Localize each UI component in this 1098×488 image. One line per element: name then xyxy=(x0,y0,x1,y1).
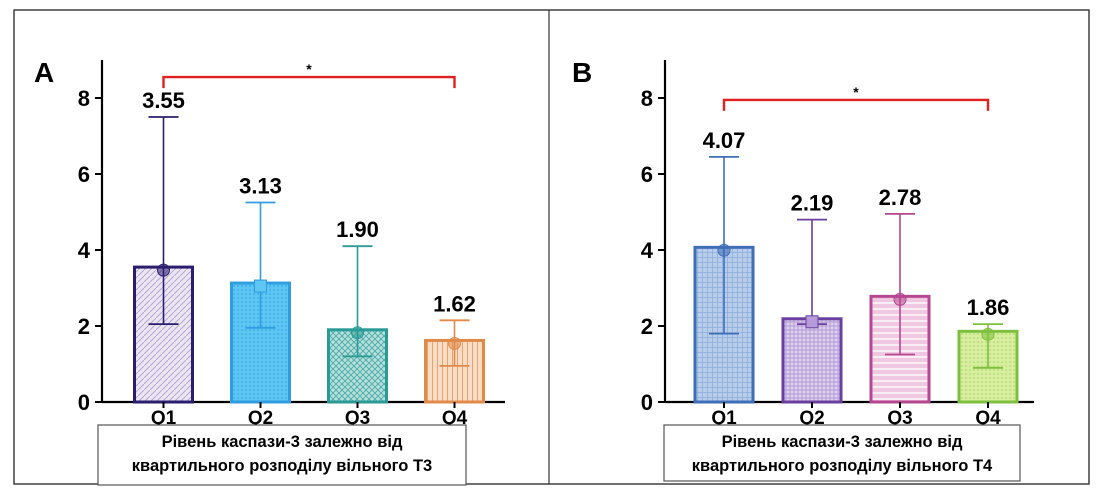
x-tick-label-q3: Q3 xyxy=(345,408,370,429)
mean-marker-q1 xyxy=(157,263,170,277)
x-tick-label-q2: Q2 xyxy=(799,408,824,429)
x-tick-label-q3: Q3 xyxy=(887,408,912,429)
significance-bracket xyxy=(162,75,456,89)
value-label-q1: 3.55 xyxy=(142,88,185,113)
value-label-q2: 3.13 xyxy=(239,174,282,199)
caption-line-2: квартильного розподілу вільного Т4 xyxy=(692,457,993,475)
mean-marker-q1 xyxy=(717,243,731,257)
x-tick-label-q1: Q1 xyxy=(151,408,177,429)
mean-marker-q2 xyxy=(254,279,267,293)
caption-box xyxy=(97,424,467,486)
x-tick-label-q4: Q4 xyxy=(442,408,468,429)
x-tick-label-q1: Q1 xyxy=(711,408,737,429)
figure-border xyxy=(13,9,1090,485)
caption-line-1: Рівень каспази-3 залежно від xyxy=(162,433,403,451)
significance-bracket xyxy=(722,98,990,111)
value-label-q3: 2.78 xyxy=(879,185,922,210)
y-tick-label: 6 xyxy=(641,162,653,187)
value-label-q4: 1.62 xyxy=(433,291,476,316)
y-tick-label: 0 xyxy=(641,390,653,415)
panel-a: A 0 2 4 6 8 3.55 Q1 3.13 Q2 1.90 Q3 1.62 Q4 * Рівень ка… xyxy=(34,57,505,486)
y-tick-label: 0 xyxy=(78,390,90,415)
mean-marker-q4 xyxy=(981,327,995,341)
caption-box xyxy=(663,424,1021,482)
panel-letter: B xyxy=(572,57,592,88)
significance-label: * xyxy=(853,84,859,100)
mean-marker-q3 xyxy=(893,292,907,306)
x-tick-label-q2: Q2 xyxy=(248,408,273,429)
caption-line-1: Рівень каспази-3 залежно від xyxy=(722,433,963,451)
y-tick-label: 4 xyxy=(78,238,91,263)
y-tick-label: 8 xyxy=(641,86,653,111)
mean-marker-q2 xyxy=(805,315,819,329)
y-tick-label: 2 xyxy=(641,314,653,339)
value-label-q3: 1.90 xyxy=(336,217,379,242)
bar-q2 xyxy=(781,317,843,404)
caption-line-2: квартильного розподілу вільного Т3 xyxy=(132,457,432,475)
mean-marker-q3 xyxy=(351,326,364,340)
mean-marker-q4 xyxy=(448,336,461,350)
panel-letter: A xyxy=(34,57,54,88)
panel-b: B 0 2 4 6 8 4.07 Q1 2.19 Q2 2.78 Q3 1.86 Q4 * Рівень ка… xyxy=(572,57,1034,482)
significance-label: * xyxy=(306,61,312,77)
y-tick-label: 4 xyxy=(641,238,654,263)
y-tick-label: 6 xyxy=(78,162,90,187)
y-tick-label: 8 xyxy=(78,86,90,111)
value-label-q4: 1.86 xyxy=(967,295,1010,320)
x-tick-label-q4: Q4 xyxy=(975,408,1001,429)
value-label-q1: 4.07 xyxy=(703,128,746,153)
y-tick-label: 2 xyxy=(78,314,90,339)
value-label-q2: 2.19 xyxy=(791,191,834,216)
